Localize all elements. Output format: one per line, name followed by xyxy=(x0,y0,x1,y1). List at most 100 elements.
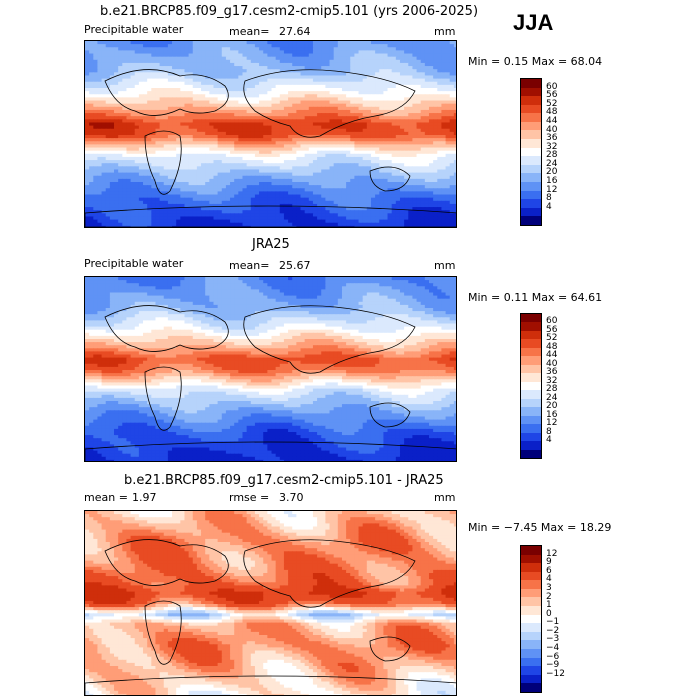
field-cell xyxy=(114,197,119,202)
field-cell xyxy=(205,88,210,92)
field-cell xyxy=(296,78,302,83)
field-cell xyxy=(159,50,165,55)
field-cell xyxy=(433,66,438,70)
field-cell xyxy=(105,97,111,102)
field-cell xyxy=(105,160,111,164)
field-cell xyxy=(238,62,244,67)
field-cell xyxy=(362,84,368,89)
field-cell xyxy=(437,88,443,92)
field-cell xyxy=(205,213,210,218)
field-cell xyxy=(362,188,368,192)
field-cell xyxy=(259,191,264,196)
field-cell xyxy=(408,207,414,211)
field-cell xyxy=(246,135,252,139)
field-cell xyxy=(176,135,181,139)
field-cell xyxy=(159,109,165,114)
field-cell xyxy=(399,135,405,139)
field-cell xyxy=(246,72,252,77)
field-cell xyxy=(395,128,401,133)
field-cell xyxy=(383,169,389,174)
field-cell xyxy=(188,88,194,92)
field-cell xyxy=(259,84,264,89)
field-cell xyxy=(366,185,372,189)
field-cell xyxy=(201,163,206,167)
field-cell xyxy=(114,84,119,89)
field-cell xyxy=(453,81,456,86)
field-cell xyxy=(147,150,152,155)
field-cell xyxy=(180,160,186,164)
field-cell xyxy=(263,185,268,189)
field-cell xyxy=(130,103,136,108)
field-cell xyxy=(288,59,293,64)
field-cell xyxy=(101,197,107,202)
field-cell xyxy=(109,97,115,102)
field-cell xyxy=(238,191,244,196)
field-cell xyxy=(246,185,252,189)
field-cell xyxy=(441,113,447,117)
field-cell xyxy=(118,156,123,161)
field-cell xyxy=(362,88,368,92)
field-cell xyxy=(263,44,268,48)
field-cell xyxy=(109,56,115,61)
field-cell xyxy=(288,106,293,111)
field-cell xyxy=(445,41,451,45)
field-cell xyxy=(196,144,202,149)
field-cell xyxy=(201,41,206,45)
field-cell xyxy=(167,44,173,48)
field-cell xyxy=(271,160,277,164)
field-cell xyxy=(321,50,326,55)
field-cell xyxy=(151,210,157,214)
field-cell xyxy=(275,150,281,155)
field-cell xyxy=(230,100,235,105)
field-cell xyxy=(188,166,194,171)
field-cell xyxy=(238,141,244,145)
field-cell xyxy=(391,56,397,61)
field-cell xyxy=(387,119,393,124)
field-cell xyxy=(404,56,409,61)
field-cell xyxy=(134,160,140,164)
field-cell xyxy=(283,72,289,77)
field-cell xyxy=(370,116,376,120)
field-cell xyxy=(109,69,115,73)
field-cell xyxy=(205,163,210,167)
field-cell xyxy=(155,178,161,183)
field-cell xyxy=(180,94,186,98)
field-cell xyxy=(312,116,318,120)
field-cell xyxy=(308,97,314,102)
field-cell xyxy=(271,200,277,205)
field-cell xyxy=(201,169,206,174)
field-cell xyxy=(333,44,339,48)
field-cell xyxy=(230,69,235,73)
field-cell xyxy=(271,66,277,70)
field-cell xyxy=(300,72,306,77)
field-cell xyxy=(449,78,455,83)
field-cell xyxy=(238,53,244,58)
field-cell xyxy=(151,53,157,58)
field-cell xyxy=(225,169,231,174)
field-cell xyxy=(391,59,397,64)
field-cell xyxy=(358,94,364,98)
field-cell xyxy=(155,191,161,196)
field-cell xyxy=(225,153,231,158)
field-cell xyxy=(126,153,132,158)
field-cell xyxy=(449,135,455,139)
field-cell xyxy=(155,131,161,136)
field-cell xyxy=(308,207,314,211)
field-cell xyxy=(209,150,215,155)
field-cell xyxy=(89,147,94,152)
field-cell xyxy=(337,88,343,92)
field-cell xyxy=(321,125,326,130)
field-cell xyxy=(412,97,418,102)
field-cell xyxy=(118,191,123,196)
field-cell xyxy=(275,91,281,95)
field-cell xyxy=(85,169,90,174)
field-cell xyxy=(85,213,90,218)
field-cell xyxy=(279,172,285,177)
field-cell xyxy=(234,175,239,180)
field-cell xyxy=(254,185,260,189)
field-cell xyxy=(296,163,302,167)
field-cell xyxy=(93,66,99,70)
field-cell xyxy=(109,166,115,171)
field-cell xyxy=(428,100,434,105)
field-cell xyxy=(408,194,414,199)
